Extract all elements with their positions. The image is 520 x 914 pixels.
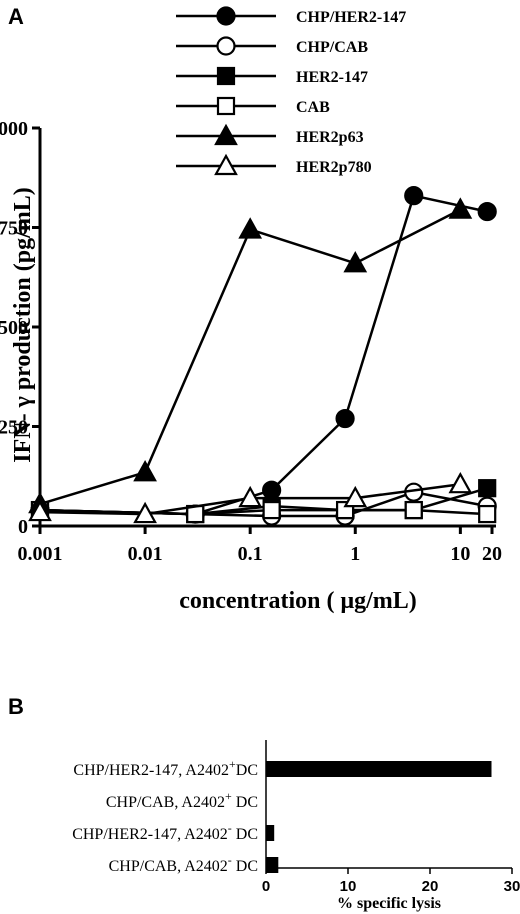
y-axis-title: IFN- γ production (pg/mL) xyxy=(10,187,36,462)
legend-entry: CHP/HER2-147 xyxy=(176,6,406,26)
category-sup: - xyxy=(228,821,232,835)
data-point xyxy=(28,499,52,522)
data-point xyxy=(404,500,423,520)
data-point xyxy=(343,485,368,508)
legend: CHP/HER2-147 CHP/CAB HER2-147 CAB HER2p63 HER… xyxy=(176,6,406,176)
data-point xyxy=(133,460,157,482)
data-point xyxy=(404,186,424,206)
bar-x-tick-label: 10 xyxy=(340,878,357,895)
legend-label: HER2p780 xyxy=(296,159,372,176)
data-point xyxy=(238,485,263,508)
category-name: CHP/HER2-147, A2402 xyxy=(72,826,228,843)
x-tick-label: 1 xyxy=(350,543,360,565)
x-tick-label: 0.1 xyxy=(238,543,263,565)
category-sup: - xyxy=(228,853,232,867)
legend-marker xyxy=(216,96,236,116)
x-tick-label: 0.01 xyxy=(128,543,163,565)
x-tick-label: 10 xyxy=(450,543,470,565)
category-name: CHP/HER2-147, A2402 xyxy=(73,762,229,779)
data-point xyxy=(133,501,157,524)
data-point xyxy=(477,201,497,222)
y-tick-label: 250 xyxy=(0,417,28,439)
legend-marker xyxy=(214,123,238,146)
legend-label: CHP/CAB xyxy=(296,39,368,56)
legend-label: CHP/HER2-147 xyxy=(296,9,406,26)
bar-x-tick-label: 0 xyxy=(262,878,270,895)
legend-entry: HER2-147 xyxy=(176,66,368,86)
category-sup: + xyxy=(229,757,236,771)
bar xyxy=(266,761,492,777)
series-4 xyxy=(28,197,473,514)
category-name: CHP/CAB, A2402 xyxy=(106,794,225,811)
series-5 xyxy=(28,471,473,524)
bar-x-tick-label: 20 xyxy=(422,878,439,895)
legend-marker xyxy=(216,66,236,86)
legend-label: HER2-147 xyxy=(296,69,368,86)
series-line xyxy=(39,208,461,506)
y-tick-label: 1,000 xyxy=(0,118,28,140)
bar-chart: 0 10 20 30 % specific lysis CHP/HER2-147, A24… xyxy=(72,740,520,912)
bar-x-axis-title: % specific lysis xyxy=(337,895,441,912)
category-sup: + xyxy=(225,789,232,803)
data-point xyxy=(238,217,263,239)
category-suffix: DC xyxy=(232,794,258,811)
series-line xyxy=(39,508,488,516)
bar xyxy=(266,857,279,873)
legend-entry: CHP/CAB xyxy=(176,36,368,56)
category-suffix: DC xyxy=(232,858,258,875)
legend-entry: CAB xyxy=(176,96,330,116)
series-0 xyxy=(30,186,497,524)
y-tick-label: 0 xyxy=(18,516,28,538)
category-suffix: DC xyxy=(232,826,258,843)
data-point xyxy=(448,471,473,494)
legend-marker xyxy=(214,153,238,176)
line-chart: 0 250 500 750 1,000 0.001 0.01 0.1 1 10 20 concentr… xyxy=(0,6,502,614)
series-line xyxy=(39,194,488,516)
legend-marker xyxy=(216,36,236,56)
bar-category-label: CHP/HER2-147, A2402+DC xyxy=(73,757,258,779)
category-name: CHP/CAB, A2402 xyxy=(109,858,228,875)
data-point xyxy=(448,197,473,219)
y-tick-label: 500 xyxy=(0,317,28,339)
panel-b-letter: B xyxy=(8,694,24,719)
data-point xyxy=(262,480,282,500)
legend-marker xyxy=(216,6,236,26)
x-tick-label: 20 xyxy=(482,543,502,565)
data-point xyxy=(478,479,497,498)
legend-entry: HER2p63 xyxy=(176,123,364,146)
bar-category-label: CHP/HER2-147, A2402- DC xyxy=(72,821,258,843)
data-point xyxy=(335,408,355,429)
data-point xyxy=(343,251,368,273)
x-axis-title: concentration ( μg/mL) xyxy=(179,588,417,614)
legend-label: CAB xyxy=(296,99,330,116)
legend-label: HER2p63 xyxy=(296,129,364,146)
legend-entry: HER2p780 xyxy=(176,153,372,176)
category-suffix: DC xyxy=(236,762,258,779)
bar xyxy=(266,825,275,841)
panel-a-letter: A xyxy=(8,4,24,29)
y-tick-label: 750 xyxy=(0,218,28,240)
data-point xyxy=(478,504,497,524)
bar-x-tick-label: 30 xyxy=(504,878,520,895)
x-tick-label: 0.001 xyxy=(18,543,63,565)
bar-category-label: CHP/CAB, A2402+ DC xyxy=(106,789,258,811)
data-point xyxy=(262,500,281,520)
bar-category-label: CHP/CAB, A2402- DC xyxy=(109,853,258,875)
